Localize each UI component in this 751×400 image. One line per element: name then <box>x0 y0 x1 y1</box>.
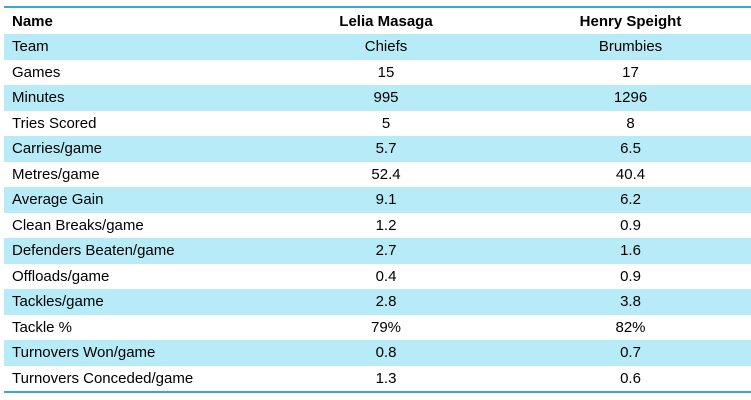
player-a-value: 0.8 <box>266 340 506 366</box>
row-label: Tries Scored <box>12 114 97 132</box>
player-b-value: 0.6 <box>620 369 641 387</box>
row-label: Average Gain <box>4 187 266 213</box>
table-row: Clean Breaks/game 1.2 0.9 <box>4 213 751 239</box>
player-b-value: 3.8 <box>506 289 751 315</box>
table-row: Minutes 995 1296 <box>4 85 751 111</box>
row-label: Minutes <box>4 85 266 111</box>
player-a-value: 5 <box>381 114 391 132</box>
row-label: Games <box>12 63 61 81</box>
player-comparison-table: Name Lelia Masaga Henry Speight Team Chi… <box>4 6 751 393</box>
player-b-value: 1296 <box>506 85 751 111</box>
row-label: Tackles/game <box>4 289 266 315</box>
player-a-value: 9.1 <box>266 187 506 213</box>
player-b-value: 40.4 <box>615 165 646 183</box>
row-label: Defenders Beaten/game <box>4 238 266 264</box>
player-b-value: 6.2 <box>506 187 751 213</box>
table-row: Offloads/game 0.4 0.9 <box>4 264 751 290</box>
row-label: Metres/game <box>12 165 100 183</box>
player-b-value: 0.7 <box>506 340 751 366</box>
row-label: Offloads/game <box>12 267 110 285</box>
row-label: Tackle % <box>12 318 73 336</box>
player-b-value: 17 <box>622 63 639 81</box>
player-b-value: 0.9 <box>620 267 641 285</box>
player-a-value: 1.2 <box>375 216 397 234</box>
player-a-value: Chiefs <box>266 34 506 60</box>
header-row: Name Lelia Masaga Henry Speight <box>4 7 751 34</box>
header-name: Name <box>12 12 53 30</box>
row-label: Turnovers Conceded/game <box>12 369 194 387</box>
player-a-value: 1.3 <box>375 369 397 387</box>
player-b-value: 6.5 <box>506 136 751 162</box>
row-label: Team <box>4 34 266 60</box>
table-row: Tackle % 79% 82% <box>4 315 751 341</box>
player-b-value: 1.6 <box>506 238 751 264</box>
table-row: Turnovers Conceded/game 1.3 0.6 <box>4 366 751 393</box>
row-label: Clean Breaks/game <box>12 216 144 234</box>
player-a-value: 995 <box>266 85 506 111</box>
player-a-value: 0.4 <box>375 267 397 285</box>
table-row: Average Gain 9.1 6.2 <box>4 187 751 213</box>
table-row: Tries Scored 5 8 <box>4 111 751 137</box>
table-row: Carries/game 5.7 6.5 <box>4 136 751 162</box>
player-a-value: 2.8 <box>266 289 506 315</box>
player-a-value: 2.7 <box>266 238 506 264</box>
table-row: Team Chiefs Brumbies <box>4 34 751 60</box>
player-a-value: 5.7 <box>266 136 506 162</box>
header-player-a: Lelia Masaga <box>339 12 433 30</box>
row-label: Turnovers Won/game <box>4 340 266 366</box>
table-row: Games 15 17 <box>4 60 751 86</box>
header-player-b: Henry Speight <box>579 12 682 30</box>
table-row: Defenders Beaten/game 2.7 1.6 <box>4 238 751 264</box>
player-b-value: 82% <box>615 318 646 336</box>
player-a-value: 52.4 <box>371 165 401 183</box>
player-a-value: 15 <box>377 63 395 81</box>
player-b-value: Brumbies <box>506 34 751 60</box>
row-label: Carries/game <box>4 136 266 162</box>
table-row: Turnovers Won/game 0.8 0.7 <box>4 340 751 366</box>
player-b-value: 0.9 <box>620 216 641 234</box>
table-row: Tackles/game 2.8 3.8 <box>4 289 751 315</box>
table-row: Metres/game 52.4 40.4 <box>4 162 751 188</box>
player-a-value: 79% <box>370 318 402 336</box>
player-b-value: 8 <box>626 114 635 132</box>
